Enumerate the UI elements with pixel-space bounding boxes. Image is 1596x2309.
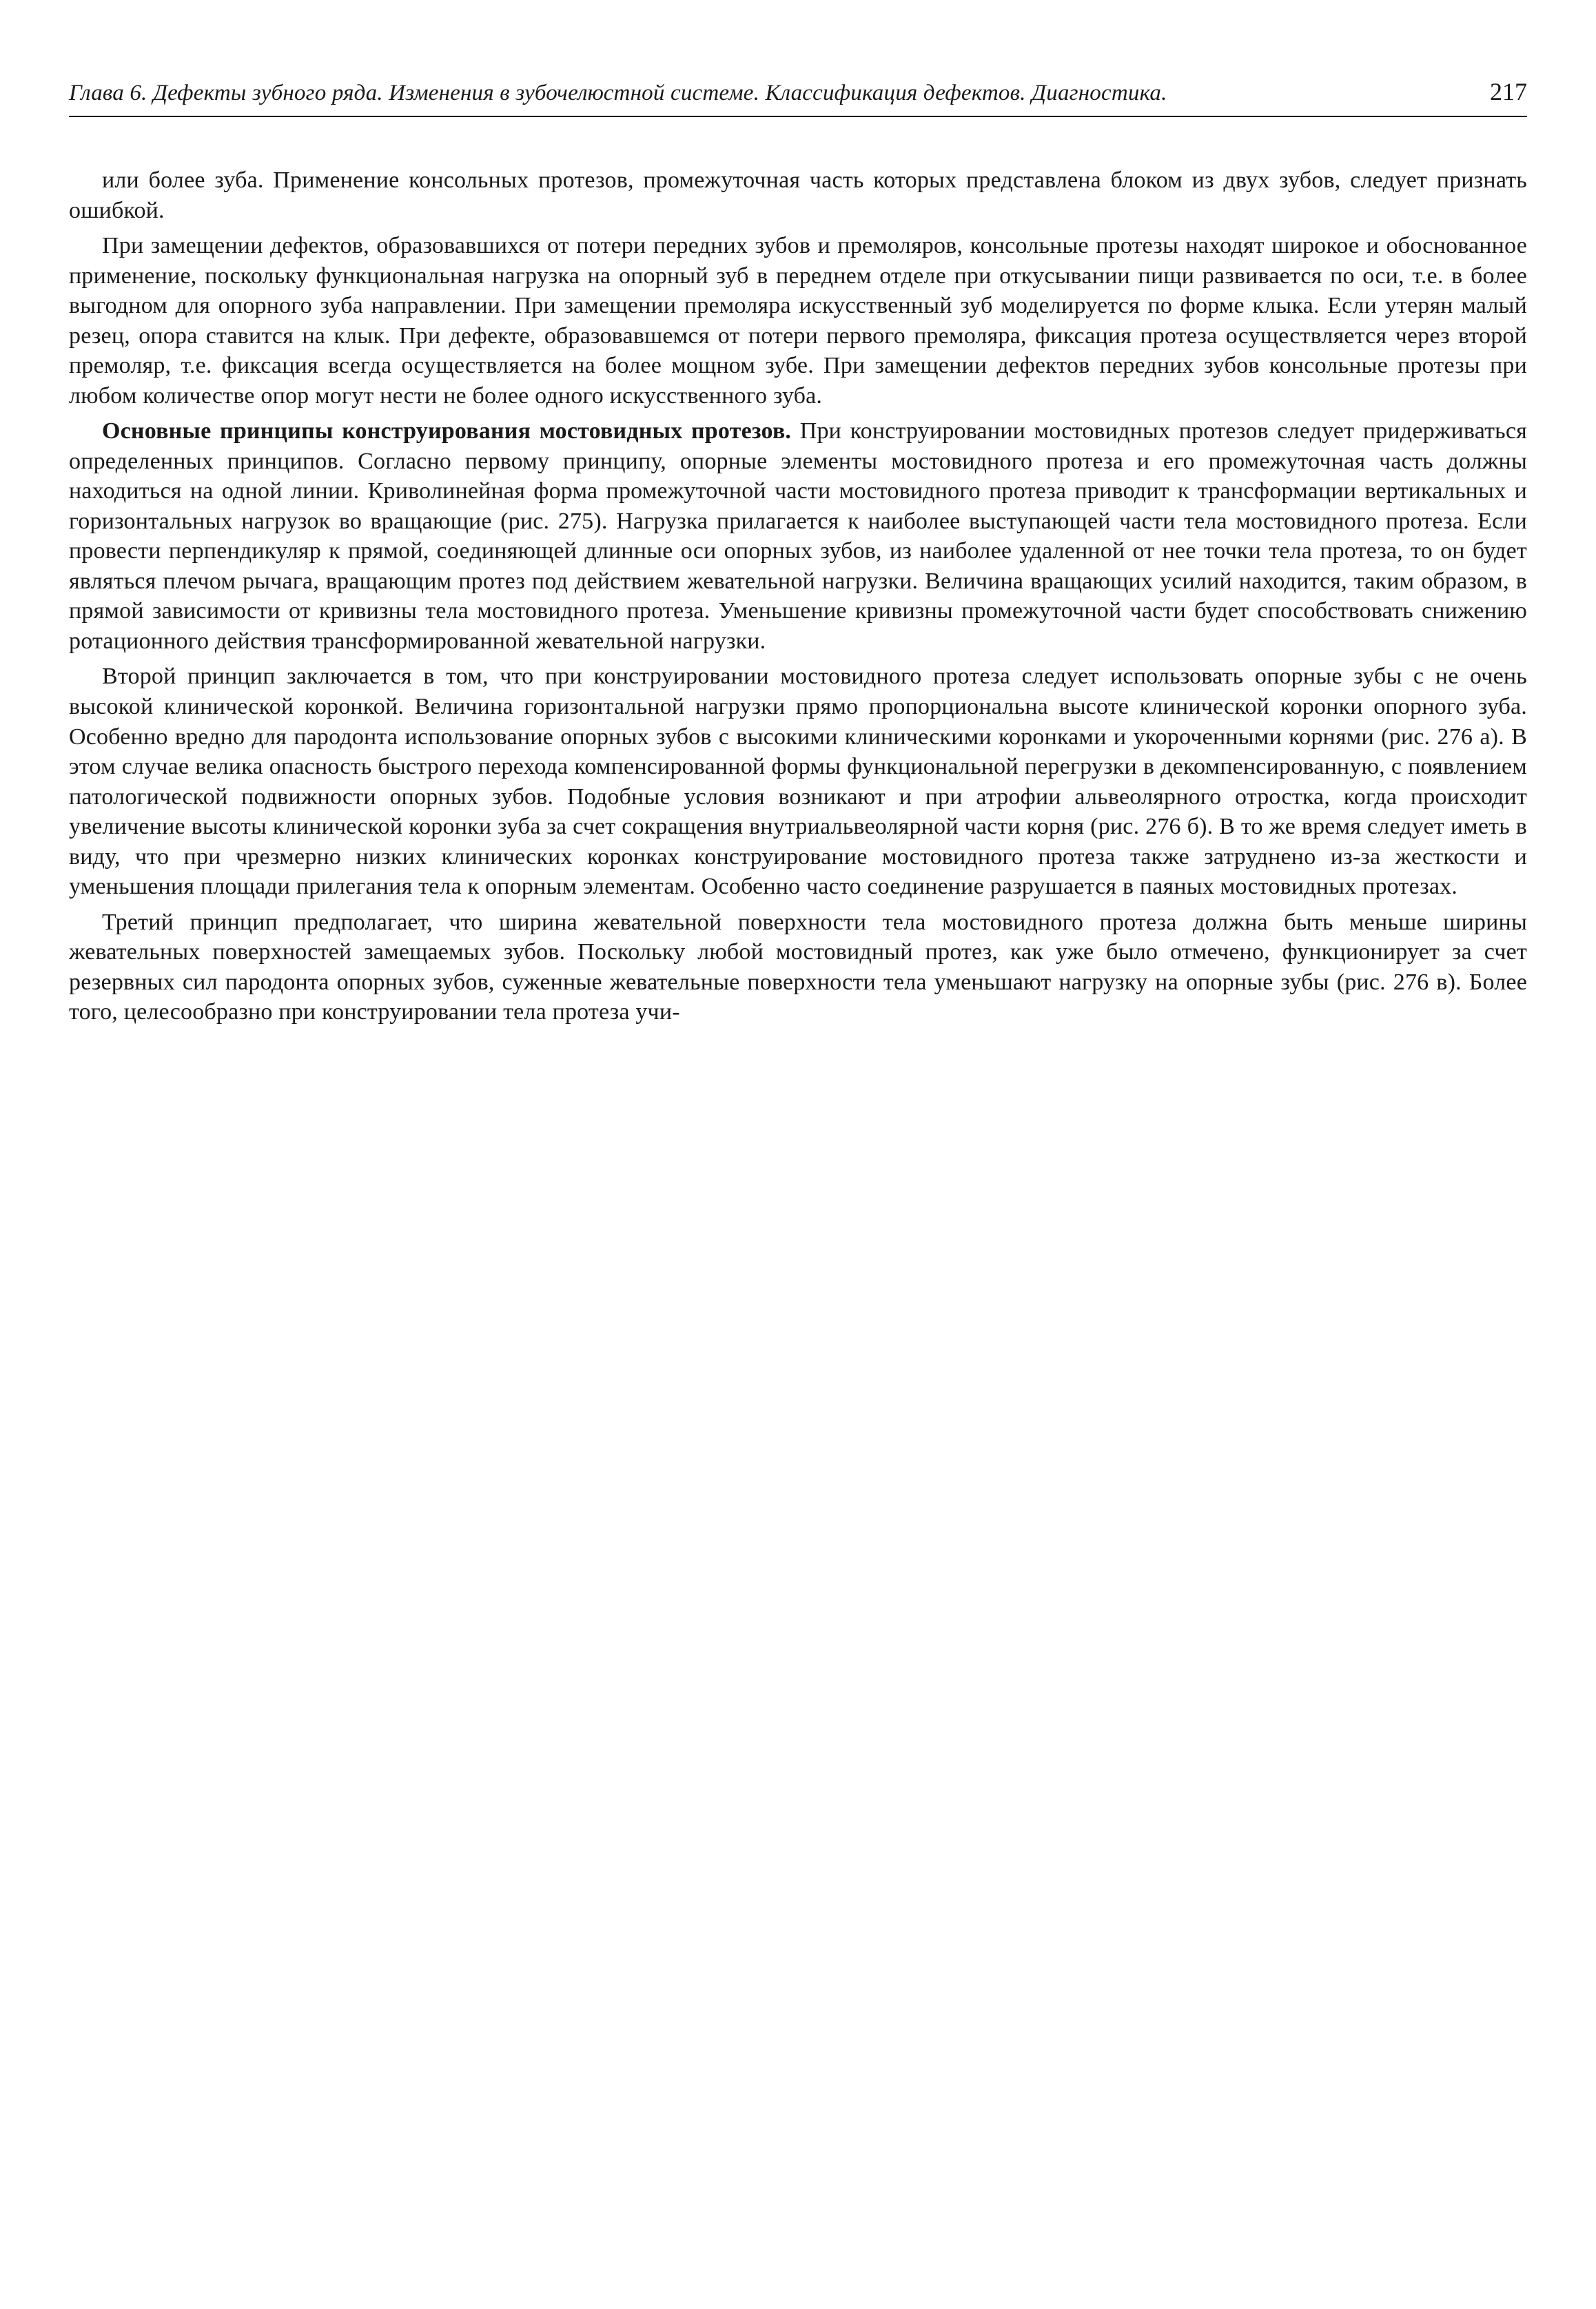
body-columns: или более зуба. Применение консольных пр… <box>69 165 1527 1032</box>
running-header: Глава 6. Дефекты зубного ряда. Изменения… <box>69 76 1527 117</box>
paragraph-1: или более зуба. Применение консольных пр… <box>69 165 1527 225</box>
paragraph-5: Третий принцип предполагает, что ширина … <box>69 907 1527 1027</box>
figure-275: Рис. 275. Вращательное действие вертикал… <box>1568 165 1596 542</box>
paragraph-3-lead: Основные принципы конструирования мостов… <box>102 418 791 444</box>
figure-275-caption: Рис. 275. Вращательное действие вертикал… <box>1568 515 1596 542</box>
page: Глава 6. Дефекты зубного ряда. Изменения… <box>0 0 1596 2309</box>
paragraph-3-rest: При конструировании мостовидных протезов… <box>69 418 1527 654</box>
running-header-title: Глава 6. Дефекты зубного ряда. Изменения… <box>69 79 1167 107</box>
paragraph-3: Основные принципы конструирования мостов… <box>69 416 1527 656</box>
page-number: 217 <box>1462 76 1527 107</box>
paragraph-4: Второй принцип заключается в том, что пр… <box>69 661 1527 901</box>
paragraph-2: При замещении дефектов, образовавшихся о… <box>69 231 1527 411</box>
